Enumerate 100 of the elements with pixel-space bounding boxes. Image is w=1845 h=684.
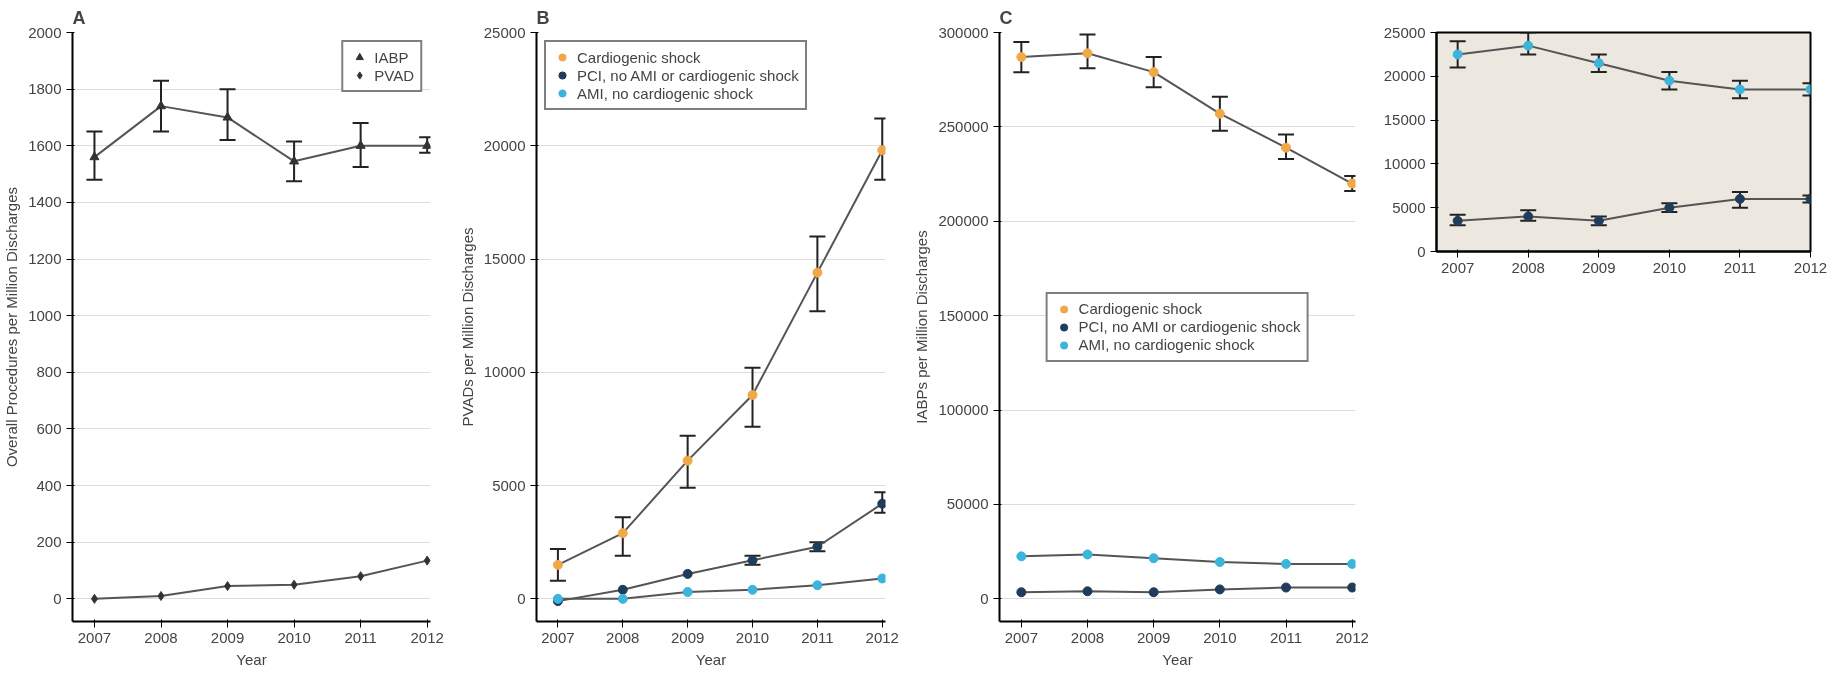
point (357, 571, 365, 582)
point (1281, 142, 1292, 153)
point (877, 498, 886, 509)
y-tick-label: 5000 (1392, 198, 1426, 216)
point (1016, 551, 1027, 562)
x-tick-label: 2012 (865, 628, 899, 646)
point (1148, 67, 1159, 78)
x-tick-label: 2008 (1511, 258, 1545, 276)
y-tick-label: 1200 (28, 250, 62, 268)
x-tick-label: 2007 (77, 628, 112, 646)
point (1214, 108, 1225, 119)
x-tick-label: 2009 (1582, 258, 1616, 276)
point (1281, 558, 1292, 569)
point (1347, 178, 1356, 189)
y-tick-label: 200 (36, 533, 62, 551)
chart-title: C (999, 7, 1013, 28)
point (747, 555, 758, 566)
y-tick-label: 0 (517, 589, 526, 607)
point (1523, 40, 1534, 51)
legend-label: AMI, no cardiogenic shock (1078, 335, 1255, 354)
point (423, 555, 431, 566)
point (617, 593, 628, 604)
x-tick-label: 2011 (1269, 628, 1303, 646)
point (1664, 75, 1675, 86)
y-tick-label: 400 (36, 476, 62, 494)
point (812, 541, 823, 552)
y-axis-title: Overall Procedures per Million Discharges (3, 186, 21, 468)
point (1593, 215, 1604, 226)
point (1281, 582, 1292, 593)
x-axis-title: Year (695, 650, 727, 668)
x-tick-label: 2009 (1136, 628, 1171, 646)
point (617, 528, 628, 539)
x-tick-label: 2012 (1335, 628, 1369, 646)
x-tick-label: 2007 (1440, 258, 1475, 276)
chart-title: A (72, 7, 86, 28)
point (1347, 582, 1356, 593)
legend-label: Cardiogenic shock (1078, 299, 1203, 318)
y-tick-label: 50000 (946, 495, 989, 513)
y-tick-label: 600 (36, 419, 62, 437)
point (224, 581, 232, 592)
point (290, 579, 298, 590)
point (422, 140, 431, 149)
point (1214, 557, 1225, 568)
x-tick-label: 2008 (606, 628, 640, 646)
point (157, 591, 165, 602)
x-axis-title: Year (1162, 650, 1193, 668)
point (1148, 553, 1159, 564)
y-tick-label: 20000 (1383, 67, 1426, 85)
x-tick-label: 2011 (1723, 258, 1757, 276)
point (1082, 549, 1093, 560)
point (617, 584, 628, 595)
legend-label: PCI, no AMI or cardiogenic shock (577, 66, 799, 84)
point (1734, 193, 1745, 204)
point (682, 568, 693, 579)
x-tick-label: 2011 (344, 628, 377, 646)
point (747, 389, 758, 400)
y-axis-title: PVADs per Million Discharges (458, 227, 476, 427)
point (289, 155, 300, 165)
point (1523, 211, 1534, 222)
y-tick-label: 250000 (938, 117, 989, 135)
y-tick-label: 0 (53, 589, 62, 607)
x-tick-label: 2010 (1203, 628, 1237, 646)
x-axis-title: Year (236, 650, 267, 668)
point (1082, 48, 1093, 59)
point (1148, 587, 1159, 598)
y-tick-label: 800 (36, 363, 62, 381)
legend-label: PCI, no AMI or cardiogenic shock (1078, 317, 1301, 336)
y-tick-label: 20000 (483, 136, 526, 154)
y-tick-label: 15000 (483, 250, 526, 268)
point (1452, 49, 1463, 60)
y-tick-label: 25000 (1383, 23, 1426, 41)
point (1082, 586, 1093, 597)
y-tick-label: 25000 (483, 23, 526, 41)
point (1734, 84, 1745, 95)
y-tick-label: 300000 (938, 23, 989, 41)
point (552, 559, 563, 570)
point (877, 573, 886, 584)
y-tick-label: 15000 (1383, 111, 1426, 129)
chart-title: B (536, 7, 550, 28)
point (1214, 584, 1225, 595)
point (355, 140, 366, 149)
x-tick-label: 2012 (410, 628, 444, 646)
x-tick-label: 2008 (144, 628, 178, 646)
point (222, 111, 233, 121)
y-tick-label: 1400 (28, 193, 62, 211)
y-tick-label: 2000 (28, 23, 62, 41)
x-tick-label: 2009 (670, 628, 705, 646)
x-tick-label: 2010 (735, 628, 770, 646)
point (1664, 202, 1675, 213)
legend-label: PVAD (374, 66, 414, 84)
point (682, 587, 693, 598)
x-tick-label: 2011 (801, 628, 834, 646)
point (1016, 587, 1027, 598)
y-tick-label: 0 (980, 589, 989, 607)
point (682, 455, 693, 466)
point (812, 267, 823, 278)
y-tick-label: 10000 (483, 363, 526, 381)
x-tick-label: 2010 (1652, 258, 1687, 276)
point (1016, 52, 1027, 63)
x-tick-label: 2008 (1070, 628, 1105, 646)
